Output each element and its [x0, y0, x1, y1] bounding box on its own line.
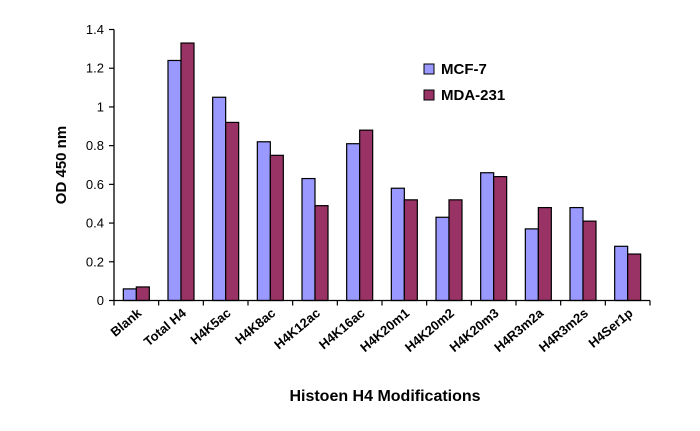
x-tick-label: H4Ser1p — [586, 305, 636, 350]
y-tick-label: 1.2 — [86, 61, 104, 76]
y-tick-label: 0.6 — [86, 177, 104, 192]
bar-mda-231-h4k20m1 — [403, 199, 418, 302]
y-tick-label: 0.4 — [86, 216, 104, 231]
bar-mda-231-h4k20m3 — [493, 176, 508, 302]
bar-mda-231-total-h4 — [180, 42, 195, 302]
y-axis-title: OD 450 nm — [53, 126, 70, 204]
bar-mcf-7-total-h4 — [167, 59, 182, 302]
x-tick-label: Total H4 — [141, 305, 190, 349]
bar-mda-231-h4r3m2a — [537, 206, 552, 302]
y-tick-label: 0.2 — [86, 254, 104, 269]
bar-mda-231-h4r3m2s — [582, 220, 597, 302]
y-tick-label: 1 — [97, 99, 104, 114]
x-tick-label: Blank — [107, 305, 144, 340]
bar-mcf-7-h4k5ac — [212, 96, 227, 302]
bar-mda-231-h4ser1p — [627, 253, 642, 302]
legend-label: MDA-231 — [441, 87, 505, 104]
bar-mcf-7-h4k12ac — [301, 177, 316, 302]
bar-mda-231-h4k5ac — [225, 121, 240, 302]
legend-swatch — [423, 63, 435, 75]
bar-mcf-7-blank — [122, 288, 137, 302]
y-tick-label: 0 — [97, 293, 104, 308]
bar-mcf-7-h4r3m2s — [569, 206, 584, 302]
x-tick-label: H4K5ac — [187, 305, 233, 347]
bar-mcf-7-h4k20m3 — [480, 172, 495, 302]
bar-mda-231-h4k16ac — [359, 129, 374, 302]
y-tick-label: 0.8 — [86, 138, 104, 153]
bar-mda-231-h4k20m2 — [448, 199, 463, 302]
legend: MCF-7 MDA-231 — [423, 61, 505, 104]
legend-swatch — [423, 89, 435, 101]
bar-mda-231-h4k8ac — [269, 154, 284, 302]
y-tick-label: 1.4 — [86, 22, 104, 37]
bar-mcf-7-h4ser1p — [614, 245, 629, 302]
bar-mcf-7-h4r3m2a — [524, 228, 539, 302]
x-axis-title: Histoen H4 Modifications — [289, 388, 480, 405]
bar-mcf-7-h4k8ac — [256, 141, 271, 302]
bar-mda-231-blank — [135, 286, 150, 302]
bar-mcf-7-h4k16ac — [346, 143, 361, 302]
bar-mcf-7-h4k20m2 — [435, 216, 450, 302]
bar-mcf-7-h4k20m1 — [390, 187, 405, 302]
x-tick-label: H4R3m2s — [536, 305, 591, 355]
bar-mda-231-h4k12ac — [314, 205, 329, 302]
legend-label: MCF-7 — [441, 61, 487, 78]
x-tick-label: H4K12ac — [271, 305, 323, 352]
